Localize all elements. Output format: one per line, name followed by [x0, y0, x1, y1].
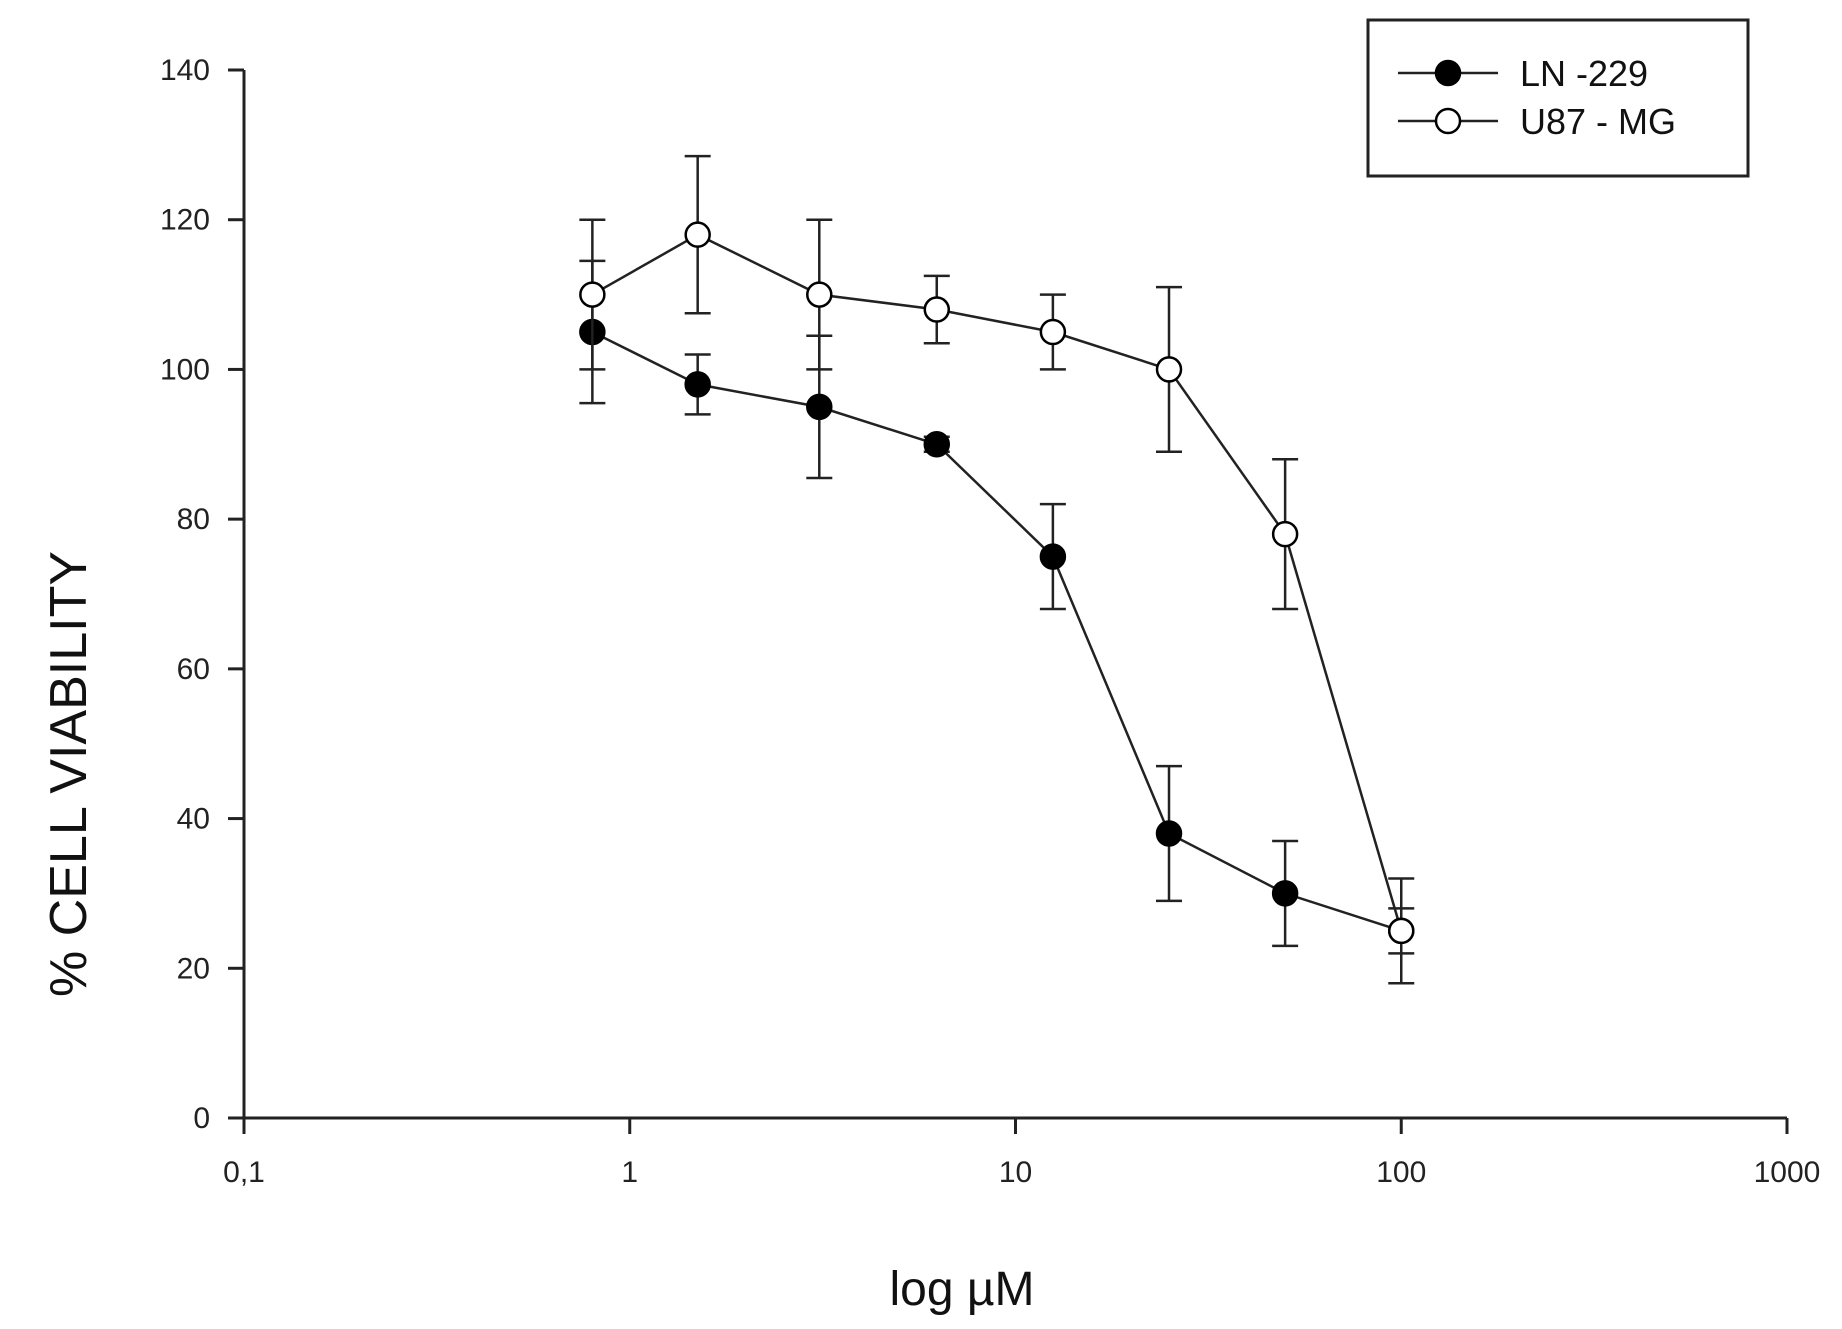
data-point [923, 296, 951, 323]
legend-item-u87mg: U87 - MG [1398, 101, 1676, 142]
y-axis-title: % CELL VIABILITY [40, 551, 98, 997]
data-point [1039, 543, 1067, 570]
legend-label-ln229: LN -229 [1520, 53, 1648, 94]
data-point [1155, 356, 1183, 383]
y-tick-label: 0 [193, 1102, 210, 1135]
series-line [591, 233, 1403, 932]
data-point [1388, 917, 1415, 945]
data-point [1271, 880, 1299, 907]
x-tick-label: 10 [999, 1156, 1032, 1189]
y-ticks: 0 20 40 60 80 100 120 140 [160, 54, 244, 1135]
legend-marker-filled-circle-icon [1434, 59, 1462, 87]
data-point [684, 221, 711, 248]
series-0 [579, 259, 1415, 955]
series-1 [579, 154, 1415, 985]
x-tick-label: 0,1 [223, 1156, 265, 1189]
y-tick-label: 100 [160, 353, 210, 386]
data-point [684, 371, 711, 398]
y-tick-label: 140 [160, 54, 210, 87]
legend-label-u87mg: U87 - MG [1520, 101, 1676, 142]
data-point [806, 393, 833, 421]
y-tick-label: 80 [177, 503, 210, 536]
x-tick-label: 1000 [1754, 1156, 1821, 1189]
x-ticks: 0,1 1 10 100 1000 [223, 1118, 1820, 1189]
y-tick-label: 60 [177, 653, 210, 686]
x-tick-label: 1 [621, 1156, 638, 1189]
axes [242, 70, 1787, 1120]
data-point [1271, 520, 1299, 548]
data-point [923, 431, 951, 458]
series-line [591, 330, 1402, 933]
data-point [1155, 820, 1183, 847]
legend-box [1366, 18, 1750, 178]
legend-marker-open-circle-icon [1434, 107, 1462, 135]
legend: LN -229 U87 - MG [1366, 18, 1750, 178]
legend-item-ln229: LN -229 [1398, 53, 1648, 94]
y-tick-label: 120 [160, 204, 210, 237]
data-point [806, 281, 833, 308]
data-point [579, 281, 606, 308]
x-axis-title: log µM [889, 1263, 1034, 1316]
x-tick-label: 100 [1376, 1156, 1426, 1189]
y-tick-label: 20 [177, 952, 210, 985]
series-layer [579, 154, 1415, 985]
data-point [1039, 318, 1067, 346]
y-tick-label: 40 [177, 803, 210, 836]
